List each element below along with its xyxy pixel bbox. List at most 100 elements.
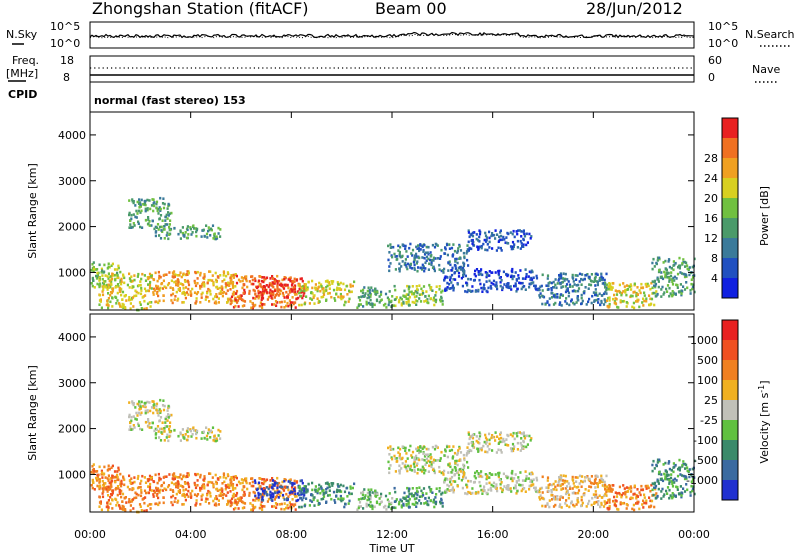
heatmap-cell xyxy=(184,286,188,289)
heatmap-cell xyxy=(191,231,194,234)
heatmap-cell xyxy=(576,500,579,503)
heatmap-cell xyxy=(491,449,494,452)
heatmap-cell xyxy=(245,279,248,283)
heatmap-cell xyxy=(660,490,663,493)
heatmap-cell xyxy=(164,417,167,421)
heatmap-cell xyxy=(277,490,280,494)
heatmap-cell xyxy=(371,491,374,494)
heatmap-cell xyxy=(287,278,290,281)
heatmap-cell xyxy=(344,300,347,304)
power-heatmap-cells xyxy=(90,196,696,312)
heatmap-cell xyxy=(414,501,417,504)
heatmap-cell xyxy=(636,494,639,498)
heatmap-cell xyxy=(415,255,418,258)
heatmap-cell xyxy=(662,463,665,466)
heatmap-cell xyxy=(425,492,428,495)
heatmap-cell xyxy=(426,500,429,503)
heatmap-cell xyxy=(570,298,573,301)
heatmap-cell xyxy=(561,280,565,284)
heatmap-cell xyxy=(235,289,239,293)
heatmap-cell xyxy=(471,231,475,235)
heatmap-cell xyxy=(666,478,669,481)
heatmap-cell xyxy=(672,264,675,267)
y-tick-label: 2000 xyxy=(58,221,86,234)
heatmap-cell xyxy=(133,274,136,277)
heatmap-cell xyxy=(96,475,99,478)
heatmap-cell xyxy=(254,481,257,485)
heatmap-cell xyxy=(158,476,161,480)
heatmap-cell xyxy=(179,237,182,240)
heatmap-cell xyxy=(270,494,273,497)
heatmap-cell xyxy=(147,478,150,482)
heatmap-cell xyxy=(464,274,467,278)
heatmap-cell xyxy=(671,293,674,297)
heatmap-cell xyxy=(243,490,246,494)
heatmap-cell xyxy=(133,426,136,429)
heatmap-cell xyxy=(657,472,661,476)
x-tick-label: 12:00 xyxy=(376,528,408,541)
heatmap-cell xyxy=(322,489,325,492)
heatmap-cell xyxy=(438,470,441,473)
heatmap-cell xyxy=(98,303,101,306)
heatmap-cell xyxy=(152,293,155,296)
heatmap-cell xyxy=(561,294,564,297)
colorbar-swatch xyxy=(722,440,738,461)
heatmap-cell xyxy=(479,432,482,436)
heatmap-cell xyxy=(168,473,171,476)
heatmap-cell xyxy=(525,445,528,449)
heatmap-cell xyxy=(497,273,500,277)
colorbar-swatch xyxy=(722,258,738,279)
heatmap-cell xyxy=(252,507,255,510)
heatmap-cell xyxy=(686,286,689,290)
heatmap-cell xyxy=(651,286,654,290)
heatmap-cell xyxy=(254,499,257,502)
heatmap-cell xyxy=(450,448,454,452)
heatmap-cell xyxy=(507,434,510,438)
heatmap-cell xyxy=(143,199,146,203)
heatmap-cell xyxy=(528,487,531,491)
heatmap-cell xyxy=(685,476,688,479)
heatmap-cell xyxy=(440,269,443,273)
heatmap-cell xyxy=(511,245,514,249)
heatmap-cell xyxy=(176,274,179,277)
heatmap-cell xyxy=(265,493,269,496)
heatmap-cell xyxy=(486,243,489,246)
heatmap-cell xyxy=(100,271,103,274)
heatmap-cell xyxy=(228,282,231,285)
heatmap-cell xyxy=(252,296,255,300)
heatmap-cell xyxy=(639,493,642,497)
heatmap-cell xyxy=(673,279,676,282)
heatmap-cell xyxy=(479,273,482,276)
heatmap-cell xyxy=(594,481,597,485)
heatmap-cell xyxy=(622,290,625,293)
heatmap-cell xyxy=(391,295,394,298)
heatmap-cell xyxy=(457,247,460,250)
heatmap-cell xyxy=(668,258,671,262)
heatmap-cell xyxy=(554,278,557,281)
heatmap-cell xyxy=(507,242,510,245)
heatmap-cell xyxy=(357,304,360,308)
heatmap-cell xyxy=(387,460,390,464)
heatmap-cell xyxy=(234,273,237,276)
heatmap-cell xyxy=(237,507,240,510)
heatmap-cell xyxy=(167,214,170,217)
heatmap-cell xyxy=(600,272,603,276)
heatmap-cell xyxy=(249,502,252,505)
heatmap-cell xyxy=(152,400,155,403)
heatmap-cell xyxy=(433,299,436,302)
heatmap-cell xyxy=(311,494,314,497)
heatmap-cell xyxy=(475,435,478,438)
heatmap-cell xyxy=(373,290,376,293)
heatmap-cell xyxy=(269,479,272,482)
heatmap-cell xyxy=(363,488,366,491)
heatmap-cell xyxy=(691,287,694,291)
heatmap-cell xyxy=(261,293,264,297)
heatmap-cell xyxy=(659,477,662,481)
heatmap-cell xyxy=(118,490,121,494)
heatmap-cell xyxy=(251,275,254,278)
heatmap-cell xyxy=(672,462,675,465)
heatmap-cell xyxy=(413,268,416,271)
heatmap-cell xyxy=(676,286,679,289)
heatmap-cell xyxy=(507,282,510,285)
heatmap-cell xyxy=(92,472,95,475)
